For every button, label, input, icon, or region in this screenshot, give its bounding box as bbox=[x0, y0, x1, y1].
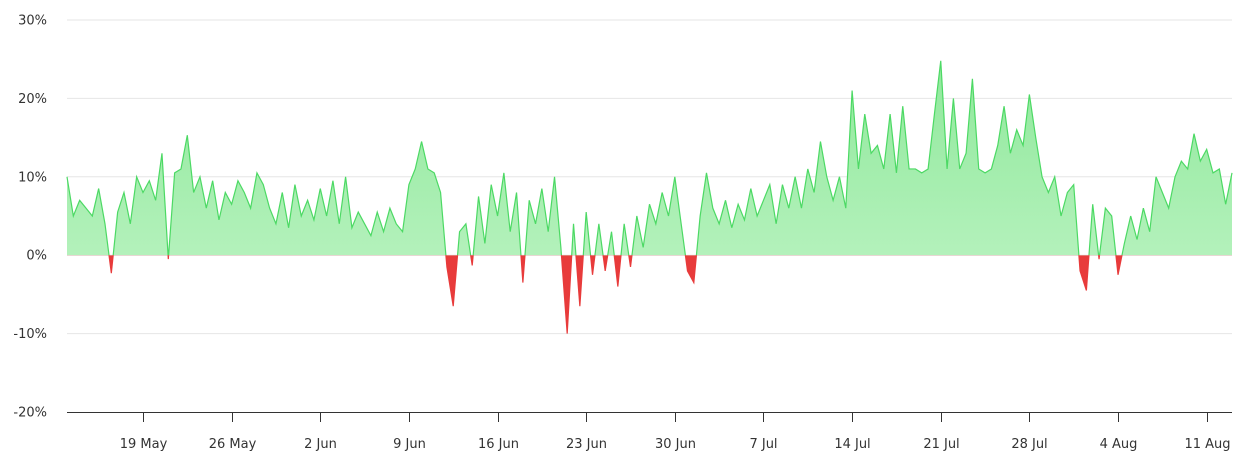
x-tick-label: 2 Jun bbox=[304, 437, 337, 452]
x-tick-label: 16 Jun bbox=[478, 437, 519, 452]
x-tick-label: 11 Aug bbox=[1184, 437, 1230, 452]
x-axis: 19 May 26 May 2 Jun 9 Jun 16 Jun 23 Jun 30 Jun… bbox=[67, 412, 1232, 452]
x-tick-label: 28 Jul bbox=[1011, 437, 1047, 452]
y-axis-labels: -20% -10% 0% 10% 20% 30% bbox=[13, 14, 47, 421]
y-tick-label: 30% bbox=[18, 14, 47, 29]
x-tick-label: 7 Jul bbox=[749, 437, 777, 452]
x-tick-label: 23 Jun bbox=[566, 437, 607, 452]
x-tick-label: 19 May bbox=[120, 437, 168, 452]
gridlines bbox=[67, 19, 1232, 335]
positive-line bbox=[66, 60, 1233, 256]
y-tick-label: -20% bbox=[13, 406, 47, 421]
x-tick-label: 4 Aug bbox=[1100, 437, 1138, 452]
y-tick-label: 0% bbox=[26, 249, 47, 264]
x-tick-label: 21 Jul bbox=[923, 437, 959, 452]
y-tick-label: -10% bbox=[13, 327, 47, 342]
x-tick-label: 26 May bbox=[209, 437, 257, 452]
x-tick-label: 30 Jun bbox=[655, 437, 696, 452]
x-tick-label: 14 Jul bbox=[834, 437, 870, 452]
x-tick-label: 9 Jun bbox=[393, 437, 426, 452]
y-tick-label: 20% bbox=[18, 92, 47, 107]
plot-area bbox=[66, 60, 1233, 334]
y-tick-label: 10% bbox=[18, 170, 47, 185]
positive-area bbox=[67, 60, 1232, 256]
